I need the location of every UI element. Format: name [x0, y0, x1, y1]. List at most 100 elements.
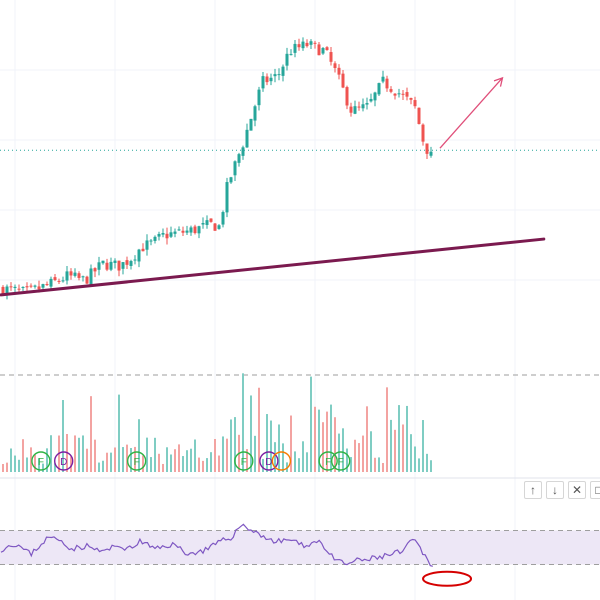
volume-bar	[138, 419, 140, 472]
candle-body	[201, 223, 205, 225]
move-pane-up-button[interactable]: ↑	[524, 481, 542, 499]
volume-bar	[310, 376, 312, 472]
volume-bar	[110, 452, 112, 472]
candle-body	[349, 106, 353, 113]
volume-bar	[246, 449, 248, 472]
event-marker-label: F	[325, 457, 331, 468]
volume-bar	[262, 458, 264, 472]
volume-bar	[154, 437, 156, 472]
volume-bar	[222, 436, 224, 472]
volume-bar	[50, 435, 52, 472]
event-marker-label: F	[338, 457, 344, 468]
candle-body	[305, 42, 309, 47]
volume-bar	[182, 456, 184, 472]
volume-bar	[382, 462, 384, 472]
candle-body	[209, 218, 213, 222]
event-marker-circle	[318, 451, 338, 471]
volume-bar	[126, 444, 128, 472]
projection-arrow[interactable]	[439, 76, 504, 149]
volume-bar	[2, 463, 4, 472]
price-pane[interactable]	[0, 37, 600, 300]
candle-body	[137, 249, 141, 262]
candle-body	[301, 41, 305, 49]
candle-body	[429, 151, 433, 156]
volume-bar	[402, 424, 404, 472]
oversold-highlight-ellipse[interactable]	[422, 570, 473, 587]
candle-body	[161, 233, 165, 235]
rsi-line	[0, 523, 433, 567]
volume-bar	[122, 447, 124, 472]
candle-body	[141, 248, 145, 252]
candle-body	[29, 285, 33, 287]
volume-bar	[90, 396, 92, 472]
candle-body	[181, 230, 185, 233]
volume-bar	[418, 458, 420, 472]
candle-body	[421, 124, 425, 142]
volume-bar	[194, 439, 196, 472]
close-pane-button[interactable]: ✕	[568, 481, 586, 499]
volume-bar	[242, 373, 244, 472]
candle-body	[233, 161, 237, 176]
candle-body	[357, 106, 361, 108]
candle-body	[381, 76, 385, 82]
volume-bar	[206, 458, 208, 472]
event-marker-label: F	[241, 457, 247, 468]
volume-bar	[270, 420, 272, 472]
candle-body	[373, 92, 377, 101]
rsi-pane[interactable]	[0, 523, 600, 587]
close-icon: ✕	[571, 483, 583, 497]
candle-body	[341, 73, 345, 88]
volume-bar	[62, 400, 64, 472]
arrow-down-icon: ↓	[552, 483, 558, 497]
candle-body	[25, 286, 29, 288]
volume-bar	[266, 414, 268, 472]
candle-body	[65, 271, 69, 281]
candle-body	[269, 77, 273, 82]
candle-body	[389, 89, 393, 92]
candle-body	[153, 236, 157, 241]
candle-body	[13, 286, 17, 288]
candle-body	[241, 147, 245, 156]
candle-body	[57, 280, 61, 282]
volume-bar	[274, 442, 276, 472]
support-trendline[interactable]	[0, 237, 546, 297]
candle-body	[401, 93, 405, 95]
event-marker-circle	[259, 451, 279, 471]
candle-body	[369, 98, 373, 102]
candle-body	[217, 225, 221, 229]
candle-body	[309, 41, 313, 45]
volume-bar	[186, 450, 188, 472]
candle-body	[33, 285, 37, 287]
candle-body	[329, 52, 333, 62]
volume-series	[2, 373, 432, 472]
candlestick-series	[1, 37, 433, 300]
volume-bar	[282, 443, 284, 472]
volume-bar	[54, 463, 56, 472]
candle-body	[9, 286, 13, 288]
volume-bar	[202, 460, 204, 472]
rsi-band-fill	[0, 530, 600, 565]
candle-body	[129, 261, 133, 266]
volume-bar	[306, 452, 308, 472]
move-pane-down-button[interactable]: ↓	[546, 481, 564, 499]
maximize-pane-button[interactable]: □	[590, 481, 600, 499]
volume-bar	[350, 457, 352, 472]
volume-bar	[214, 438, 216, 472]
candle-body	[377, 83, 381, 95]
candle-body	[185, 230, 189, 233]
candle-body	[173, 231, 177, 234]
volume-bar	[362, 435, 364, 472]
volume-bar	[406, 405, 408, 472]
volume-bar	[78, 437, 80, 472]
volume-bar	[430, 460, 432, 472]
candle-body	[273, 74, 277, 77]
candle-body	[149, 240, 153, 242]
volume-bar	[322, 422, 324, 472]
volume-bar	[18, 459, 20, 472]
candle-body	[257, 89, 261, 106]
candle-body	[413, 100, 417, 107]
